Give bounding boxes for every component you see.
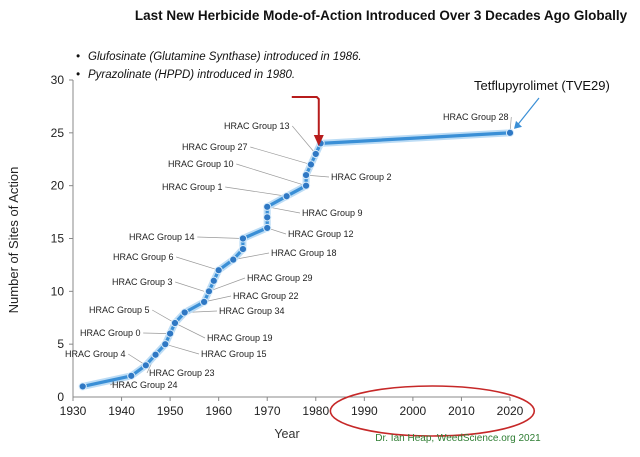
leader-line xyxy=(175,281,205,292)
annotation-label: HRAC Group 22 xyxy=(233,291,299,301)
bullet-marker: • xyxy=(76,69,80,81)
data-point xyxy=(209,276,218,285)
annotation-label: HRAC Group 24 xyxy=(112,380,178,390)
annotation-label: HRAC Group 19 xyxy=(207,333,273,343)
data-point xyxy=(229,255,238,264)
credit-text: Dr. Ian Heap, WeedScience.org 2021 xyxy=(375,433,541,444)
annotation-label: HRAC Group 34 xyxy=(219,306,285,316)
x-tick-label: 2010 xyxy=(448,404,475,418)
bullet-marker: • xyxy=(76,51,80,63)
data-point xyxy=(180,308,189,317)
leader-line xyxy=(267,206,301,214)
tve29-callout-arrowhead xyxy=(514,120,522,129)
data-point xyxy=(301,171,311,180)
data-point xyxy=(78,382,87,391)
y-axis-title: Number of Sites of Action xyxy=(6,167,21,314)
highlight-ellipse xyxy=(329,385,536,437)
x-tick-label: 1980 xyxy=(302,404,329,418)
data-point xyxy=(263,213,272,222)
leader-line xyxy=(233,252,270,260)
data-point xyxy=(311,149,320,159)
leader-line xyxy=(152,309,176,324)
x-tick-label: 2020 xyxy=(497,404,524,418)
x-tick-label: 1960 xyxy=(205,404,232,418)
y-tick-label: 20 xyxy=(51,179,65,193)
leader-line xyxy=(250,146,312,165)
annotation-label: HRAC Group 5 xyxy=(89,305,150,315)
data-point xyxy=(141,361,150,370)
y-tick-label: 5 xyxy=(57,337,64,351)
annotation-label: HRAC Group 0 xyxy=(80,328,141,338)
annotation-label: HRAC Group 3 xyxy=(112,277,173,287)
x-tick-label: 1950 xyxy=(157,404,184,418)
highlight-ellipse-layer xyxy=(329,385,536,437)
data-point xyxy=(204,287,214,296)
leader-line xyxy=(176,256,219,271)
x-tick-label: 1990 xyxy=(351,404,378,418)
leader-line xyxy=(292,125,317,155)
leader-line xyxy=(208,277,246,292)
leader-line xyxy=(174,322,206,339)
annotation-label: HRAC Group 13 xyxy=(224,121,290,131)
leader-line xyxy=(236,163,307,187)
chart-title: Last New Herbicide Mode-of-Action Introd… xyxy=(135,8,628,23)
y-tick-label: 10 xyxy=(51,284,65,298)
annotation-label: HRAC Group 29 xyxy=(247,273,313,283)
mode-of-action-arrowhead xyxy=(313,134,324,146)
y-tick-label: 25 xyxy=(51,126,65,140)
annotation-label: HRAC Group 18 xyxy=(271,248,337,258)
data-point xyxy=(127,371,136,380)
annotation-label: HRAC Group 9 xyxy=(302,208,363,218)
bullet-list: • Glufosinate (Glutamine Synthase) intro… xyxy=(76,51,362,81)
data-point xyxy=(161,340,170,349)
annotation-label: HRAC Group 15 xyxy=(201,349,267,359)
data-point xyxy=(505,128,515,137)
annotation-label: HRAC Group 6 xyxy=(113,252,174,262)
data-point xyxy=(238,244,248,254)
data-point xyxy=(282,192,291,201)
data-point xyxy=(301,181,311,190)
x-tick-label: 1940 xyxy=(108,404,135,418)
data-point xyxy=(263,202,272,211)
data-point xyxy=(200,297,209,306)
annotation-label: HRAC Group 10 xyxy=(168,159,234,169)
callout-layer: Tetflupyrolimet (TVE29) xyxy=(291,78,610,146)
bullet-glufosinate: Glufosinate (Glutamine Synthase) introdu… xyxy=(88,51,362,63)
mode-of-action-arrow xyxy=(291,96,320,136)
bullet-pyrazolinate: Pyrazolinate (HPPD) introduced in 1980. xyxy=(88,69,295,81)
data-point xyxy=(214,266,223,275)
annotation-label: HRAC Group 1 xyxy=(162,182,223,192)
leader-line xyxy=(225,186,287,197)
y-tick-label: 15 xyxy=(51,232,65,246)
x-tick-label: 1930 xyxy=(60,404,87,418)
annotation-label: HRAC Group 27 xyxy=(182,142,248,152)
data-point xyxy=(238,234,248,243)
tve29-callout-label: Tetflupyrolimet (TVE29) xyxy=(474,78,610,93)
y-tick-label: 30 xyxy=(51,73,65,87)
tve29-callout-line xyxy=(515,97,540,128)
leader-line xyxy=(143,332,171,334)
axes: 0 5 10 15 20 25 30 1930 1940 1950 1960 1970 1980 1990… xyxy=(51,73,524,418)
data-point xyxy=(166,329,175,338)
leader-line xyxy=(165,343,200,355)
annotation-label: HRAC Group 28 xyxy=(443,112,509,122)
y-tick-label: 0 xyxy=(57,390,64,404)
x-tick-label: 2000 xyxy=(400,404,427,418)
annotation-label: HRAC Group 2 xyxy=(331,172,392,182)
data-point xyxy=(151,350,160,359)
x-axis-title: Year xyxy=(274,427,299,441)
annotation-label: HRAC Group 4 xyxy=(65,349,126,359)
annotation-labels: HRAC Group 24 HRAC Group 4 HRAC Group 23 HR… xyxy=(65,112,509,390)
data-point xyxy=(263,223,272,233)
annotation-label: HRAC Group 12 xyxy=(288,229,354,239)
data-point xyxy=(170,318,180,328)
leader-line xyxy=(197,236,243,239)
annotation-label: HRAC Group 14 xyxy=(129,232,195,242)
x-tick-label: 1970 xyxy=(254,404,281,418)
annotation-label: HRAC Group 23 xyxy=(149,368,215,378)
data-point xyxy=(306,160,316,169)
leader-line xyxy=(204,295,232,303)
